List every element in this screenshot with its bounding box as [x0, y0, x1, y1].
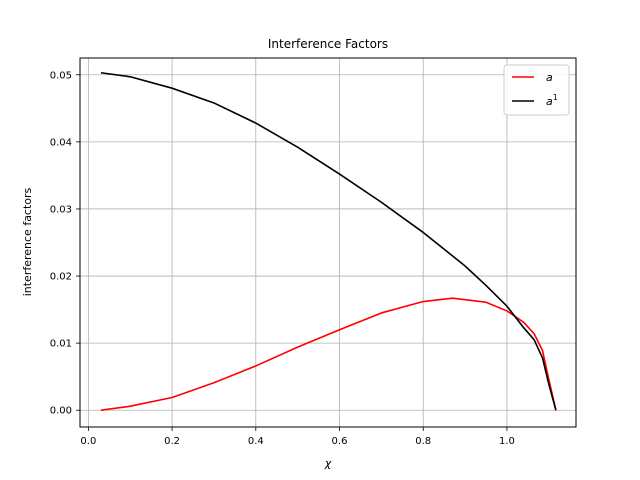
legend-label: a [546, 71, 553, 84]
x-tick-label: 1.0 [499, 436, 515, 447]
chart-title: Interference Factors [268, 37, 388, 51]
x-tick-label: 0.8 [415, 436, 431, 447]
x-axis: 0.0 0.2 0.4 0.6 0.8 1.0 [80, 427, 515, 447]
y-tick-label: 0.01 [50, 339, 72, 350]
legend-label: a1 [546, 93, 558, 108]
y-tick-label: 0.02 [50, 272, 72, 283]
legend: a a1 [503, 64, 570, 116]
series-layer [100, 71, 557, 412]
y-tick-label: 0.00 [50, 406, 72, 417]
series-line-1 [100, 71, 557, 411]
x-axis-label: χ [324, 457, 332, 470]
series-line-0 [100, 297, 557, 412]
x-tick-label: 0.0 [80, 436, 96, 447]
y-axis-label: interference factors [21, 187, 34, 296]
y-tick-label: 0.05 [50, 70, 72, 81]
grid [80, 58, 576, 427]
y-axis: 0.00 0.01 0.02 0.03 0.04 0.05 [50, 70, 80, 417]
x-tick-label: 0.2 [164, 436, 180, 447]
x-tick-label: 0.6 [332, 436, 348, 447]
legend-box [503, 64, 570, 116]
y-tick-label: 0.03 [50, 204, 72, 215]
y-tick-label: 0.04 [50, 137, 72, 148]
x-tick-label: 0.4 [248, 436, 264, 447]
plot-frame [79, 57, 577, 428]
